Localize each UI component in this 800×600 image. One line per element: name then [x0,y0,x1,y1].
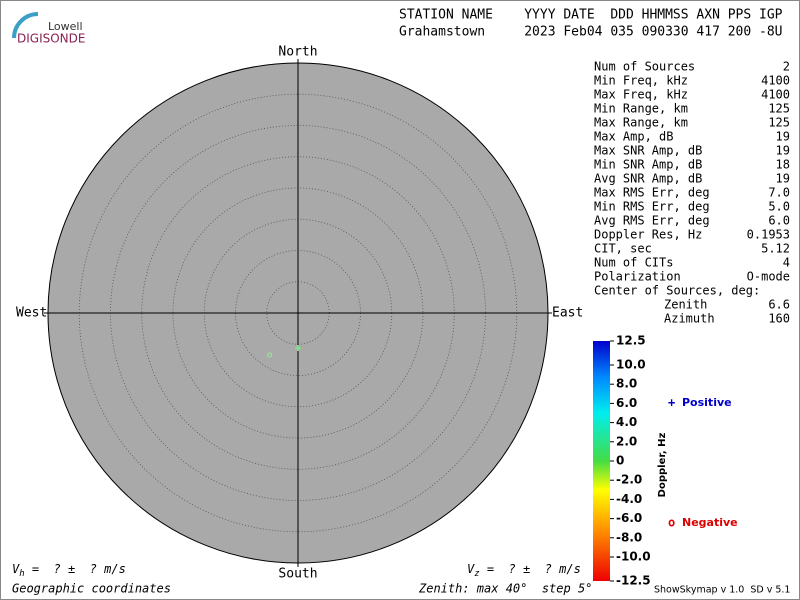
center-label: Zenith [664,298,707,312]
east-label: East [552,306,583,321]
logo-arc [12,12,39,39]
colorbar-title: Doppler, Hz [657,433,668,498]
stat-label: Polarization [594,270,681,284]
stat-value: 0.1953 [747,228,790,242]
logo-bottom: DIGISONDE [17,32,85,46]
vz: Vz = ? ± ? m/s [467,562,581,579]
stat-value: 5.0 [768,200,790,214]
source-positive [295,345,301,351]
stat-value: 4 [783,256,790,270]
stat-label: Max Amp, dB [594,130,673,144]
legend-marker: + [668,396,675,410]
stat-label: Avg RMS Err, deg [594,214,710,228]
stat-value: 6.0 [768,214,790,228]
center-title: Center of Sources, deg: [594,284,760,298]
stat-value: 19 [776,172,790,186]
colorbar-label: 12.5 [616,334,646,348]
colorbar-label: 10.0 [616,358,646,372]
legend-label: Negative [682,516,738,529]
colorbar-label: 2.0 [616,434,637,448]
colorbar-label: -6.0 [616,511,642,525]
stat-label: Avg SNR Amp, dB [594,172,702,186]
colorbar-label: -12.5 [616,574,651,588]
vh: Vh = ? ± ? m/s [12,562,126,579]
center-value: 6.6 [768,298,790,312]
colorbar-label: -8.0 [616,530,642,544]
stat-label: Num of CITs [594,256,673,270]
stat-label: Max Freq, kHz [594,88,688,102]
stat-value: 18 [776,158,790,172]
stat-label: Min Range, km [594,102,688,116]
stat-value: 19 [776,130,790,144]
center-label: Azimuth [664,312,715,326]
stat-label: CIT, sec [594,242,652,256]
colorbar-label: 4.0 [616,415,637,429]
header-values: Grahamstown 2023 Feb04 035 090330 417 20… [399,25,783,40]
colorbar-label: 0 [616,454,624,468]
colorbar-label: 8.0 [616,377,637,391]
stat-label: Max Range, km [594,116,688,130]
south-label: South [278,567,317,582]
north-label: North [278,45,317,60]
stat-label: Num of Sources [594,60,695,74]
stat-label: Min RMS Err, deg [594,200,710,214]
source-negative [267,352,273,358]
stat-label: Max SNR Amp, dB [594,144,702,158]
colorbar-label: -4.0 [616,492,642,506]
coords: Geographic coordinates [12,582,171,596]
stat-value: 125 [768,116,790,130]
stat-value: 7.0 [768,186,790,200]
stat-label: Doppler Res, Hz [594,228,702,242]
version: ShowSkymap v 1.0 SD v 5.1 [654,585,790,596]
stat-label: Min Freq, kHz [594,74,688,88]
stat-value: 4100 [761,74,790,88]
colorbar-label: 6.0 [616,396,637,410]
stat-label: Max RMS Err, deg [594,186,710,200]
colorbar-label: -10.0 [616,550,651,564]
stat-label: Min SNR Amp, dB [594,158,702,172]
stat-value: O-mode [747,270,790,284]
colorbar-label: -2.0 [616,473,642,487]
zenith-note: Zenith: max 40° step 5° [418,582,592,596]
stat-value: 5.12 [761,242,790,256]
stat-value: 125 [768,102,790,116]
stat-value: 2 [783,60,790,74]
legend-label: Positive [682,396,732,409]
stat-value: 19 [776,144,790,158]
legend-marker: o [668,516,675,530]
center-value: 160 [768,312,790,326]
logo-top: Lowell [48,20,83,33]
header-labels: STATION NAME YYYY DATE DDD HHMMSS AXN PP… [399,8,783,23]
west-label: West [16,306,47,321]
stat-value: 4100 [761,88,790,102]
colorbar [593,341,610,581]
